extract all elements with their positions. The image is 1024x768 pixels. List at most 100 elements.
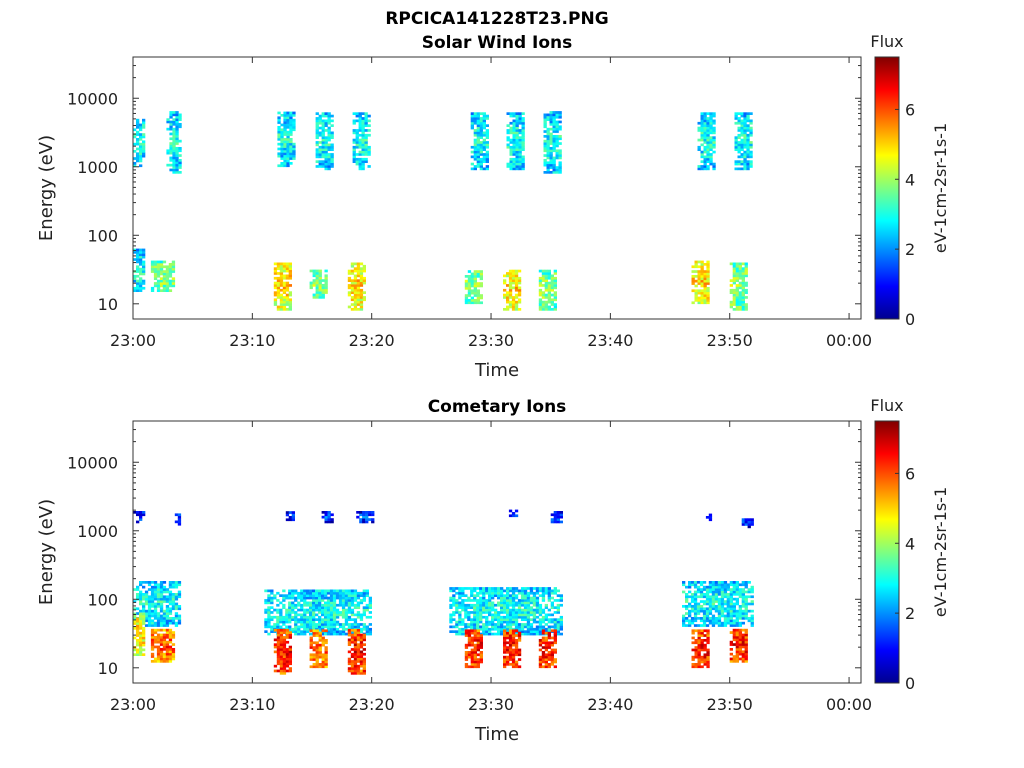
- heatmap-cell: [485, 124, 489, 127]
- heatmap-cell: [327, 513, 331, 517]
- heatmap-cell: [738, 617, 742, 620]
- heatmap-cell: [368, 606, 372, 609]
- heatmap-cell: [341, 623, 346, 626]
- heatmap-cell: [709, 129, 713, 132]
- heatmap-cell: [177, 520, 182, 524]
- heatmap-cell: [735, 609, 739, 613]
- heatmap-cell: [517, 623, 522, 626]
- heatmap-cell: [694, 641, 698, 645]
- heatmap-cell: [324, 648, 328, 652]
- heatmap-cell: [479, 641, 483, 645]
- heatmap-cell: [318, 639, 322, 642]
- heatmap-cell: [449, 625, 453, 629]
- heatmap-cell: [330, 513, 334, 517]
- heatmap-cell: [550, 281, 554, 285]
- panel-solar-wind: Solar Wind Ions 23:00 23:10 23:20 23:30 23:4…: [36, 32, 950, 381]
- heatmap-cell: [702, 581, 707, 584]
- heatmap-cell: [538, 288, 543, 292]
- heatmap-cell: [506, 143, 510, 147]
- heatmap-cell: [309, 269, 313, 273]
- heatmap-cell: [508, 648, 513, 652]
- heatmap-cell: [165, 640, 170, 644]
- heatmap-cell: [362, 281, 366, 285]
- heatmap-cell: [703, 121, 707, 125]
- heatmap-cell: [324, 269, 328, 273]
- heatmap-cell: [362, 623, 366, 626]
- heatmap-cell: [294, 620, 298, 624]
- heatmap-cell: [144, 595, 149, 599]
- heatmap-cell: [324, 129, 328, 132]
- heatmap-cell: [321, 515, 325, 519]
- heatmap-cell: [509, 126, 513, 130]
- heatmap-cell: [726, 607, 730, 611]
- heatmap-cell: [735, 643, 739, 646]
- heatmap-cell: [171, 260, 176, 264]
- heatmap-cell: [735, 660, 739, 663]
- heatmap-cell: [518, 167, 522, 171]
- heatmap-cell: [547, 653, 551, 657]
- heatmap-cell: [700, 277, 704, 281]
- heatmap-cell: [300, 596, 304, 600]
- heatmap-cell: [286, 138, 290, 141]
- heatmap-cell: [735, 614, 739, 618]
- heatmap-cell: [491, 591, 495, 595]
- heatmap-cell: [476, 615, 480, 619]
- heatmap-cell: [514, 643, 519, 647]
- heatmap-cell: [142, 253, 146, 257]
- heatmap-cell: [741, 657, 745, 661]
- heatmap-cell: [470, 587, 474, 590]
- heatmap-cell: [732, 597, 736, 601]
- heatmap-cell: [690, 607, 695, 611]
- heatmap-cell: [500, 601, 504, 605]
- heatmap-cell: [741, 655, 745, 658]
- colorbar-label: Flux: [870, 396, 903, 415]
- heatmap-cell: [371, 520, 375, 524]
- heatmap-cell: [555, 156, 559, 160]
- heatmap-cell: [312, 596, 316, 600]
- heatmap-cell: [358, 153, 362, 156]
- heatmap-cell: [168, 263, 173, 266]
- heatmap-cell: [706, 138, 710, 142]
- heatmap-cell: [355, 153, 359, 156]
- heatmap-cell: [312, 611, 316, 614]
- heatmap-cell: [156, 272, 161, 276]
- heatmap-cell: [273, 630, 277, 633]
- heatmap-cell: [544, 279, 548, 282]
- heatmap-cell: [514, 303, 519, 306]
- heatmap-cell: [697, 167, 701, 171]
- heatmap-cell: [300, 608, 304, 612]
- heatmap-cell: [500, 618, 504, 621]
- heatmap-cell: [172, 127, 176, 131]
- heatmap-cell: [315, 608, 319, 612]
- heatmap-cell: [700, 126, 704, 130]
- heatmap-cell: [521, 157, 525, 161]
- heatmap-cell: [276, 288, 281, 292]
- heatmap-cell: [303, 623, 307, 626]
- heatmap-cell: [312, 615, 316, 619]
- heatmap-cell: [353, 664, 358, 668]
- heatmap-cell: [136, 593, 140, 596]
- heatmap-cell: [359, 269, 364, 273]
- heatmap-cell: [139, 622, 143, 625]
- heatmap-cell: [541, 296, 546, 299]
- heatmap-cell: [694, 648, 698, 652]
- heatmap-cell: [318, 291, 322, 294]
- heatmap-cell: [732, 308, 736, 311]
- heatmap-cell: [746, 138, 750, 142]
- heatmap-cell: [168, 267, 173, 271]
- heatmap-cell: [491, 601, 495, 605]
- heatmap-cell: [708, 581, 713, 584]
- heatmap-cell: [144, 600, 149, 603]
- heatmap-cell: [482, 124, 486, 127]
- heatmap-cell: [297, 632, 301, 636]
- heatmap-cell: [712, 162, 716, 166]
- heatmap-cell: [312, 613, 316, 617]
- heatmap-cell: [364, 124, 368, 127]
- heatmap-cell: [685, 605, 689, 608]
- heatmap-cell: [347, 284, 352, 287]
- heatmap-cell: [353, 648, 358, 651]
- heatmap-cell: [156, 636, 161, 639]
- heatmap-cell: [512, 167, 516, 171]
- heatmap-cell: [703, 279, 707, 283]
- heatmap-cell: [749, 153, 753, 156]
